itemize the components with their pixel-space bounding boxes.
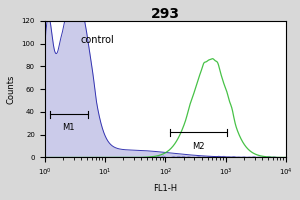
Y-axis label: Counts: Counts	[7, 75, 16, 104]
X-axis label: FL1-H: FL1-H	[153, 184, 178, 193]
Text: control: control	[81, 35, 115, 45]
Text: M1: M1	[63, 123, 75, 132]
Title: 293: 293	[151, 7, 180, 21]
Text: M2: M2	[192, 142, 205, 151]
